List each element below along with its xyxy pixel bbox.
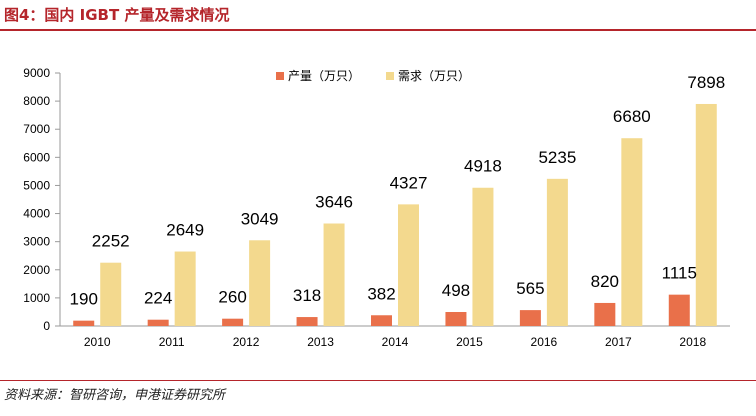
- bar-demand: [546, 178, 568, 326]
- bar-demand: [695, 103, 717, 326]
- data-label-production: 565: [516, 279, 544, 298]
- data-label-demand: 3646: [315, 193, 353, 212]
- data-label-production: 260: [218, 288, 246, 307]
- bar-demand: [398, 204, 419, 326]
- x-tick-label: 2016: [531, 335, 558, 349]
- x-tick-label: 2018: [679, 335, 706, 349]
- bar-demand: [100, 262, 122, 326]
- x-tick-label: 2011: [159, 335, 185, 349]
- legend-label: 产量（万只）: [288, 69, 360, 83]
- data-label-demand: 4918: [464, 157, 502, 176]
- x-tick-label: 2013: [307, 335, 334, 349]
- y-tick-label: 9000: [23, 66, 50, 80]
- bar-chart: 0 1000 2000 3000 4000 5000 6000 7000 8000 9000 20…: [23, 66, 730, 349]
- x-tick-label: 2010: [84, 335, 111, 349]
- bar-demand: [174, 251, 196, 326]
- y-tick-label: 4000: [23, 207, 50, 221]
- bar-demand: [621, 138, 643, 326]
- y-tick-label: 5000: [23, 178, 50, 192]
- bar-production: [147, 319, 169, 326]
- data-label-demand: 5235: [538, 148, 576, 167]
- x-axis: 2010 2011 2012 2013 2014 2015 2016 2017 2018: [60, 325, 730, 349]
- legend-label: 需求（万只）: [398, 69, 470, 83]
- data-label-production: 1115: [662, 264, 697, 283]
- bar-production: [519, 310, 541, 326]
- data-labels: 190 2252 224 2649 260 3049 318 3646 382 4327 498 49…: [70, 73, 726, 309]
- data-label-production: 382: [367, 284, 395, 303]
- y-tick-label: 3000: [23, 235, 50, 249]
- data-label-production: 224: [144, 289, 172, 308]
- y-tick-label: 2000: [23, 263, 50, 277]
- x-tick-label: 2014: [382, 335, 409, 349]
- bar-production: [73, 320, 95, 326]
- bar-production: [371, 315, 392, 326]
- title-rule: [0, 29, 756, 31]
- data-label-production: 318: [293, 286, 321, 305]
- source-note: 资料来源：智研咨询，申港证券研究所: [4, 388, 226, 403]
- y-tick-label: 1000: [23, 291, 50, 305]
- bar-production: [445, 312, 467, 326]
- y-tick-label: 0: [43, 319, 50, 333]
- data-label-demand: 7898: [687, 73, 725, 92]
- y-tick-label: 6000: [23, 150, 50, 164]
- x-tick-label: 2017: [605, 335, 632, 349]
- data-label-demand: 3049: [241, 209, 279, 228]
- data-label-demand: 6680: [613, 107, 651, 126]
- data-label-production: 498: [442, 281, 470, 300]
- bar-production: [594, 302, 616, 326]
- source-rule: [0, 380, 756, 381]
- y-tick-label: 8000: [23, 94, 50, 108]
- legend-swatch: [276, 72, 284, 80]
- bar-series: [73, 103, 717, 326]
- data-label-demand: 2649: [166, 221, 204, 240]
- figure-title: 图4：国内 IGBT 产量及需求情况: [4, 6, 230, 24]
- bar-demand: [249, 240, 271, 326]
- bar-production: [296, 317, 318, 326]
- x-tick-label: 2012: [233, 335, 260, 349]
- bar-production: [222, 318, 244, 326]
- legend-swatch: [386, 72, 394, 80]
- data-label-demand: 4327: [390, 173, 428, 192]
- y-axis: 0 1000 2000 3000 4000 5000 6000 7000 8000 9000: [23, 66, 61, 333]
- legend: 产量（万只） 需求（万只）: [276, 69, 470, 83]
- data-label-production: 820: [591, 272, 619, 291]
- data-label-demand: 2252: [92, 232, 130, 251]
- data-label-production: 190: [70, 290, 98, 309]
- bar-production: [668, 294, 690, 326]
- bar-demand: [323, 223, 345, 326]
- x-tick-label: 2015: [456, 335, 483, 349]
- bar-demand: [472, 187, 494, 326]
- y-tick-label: 7000: [23, 122, 50, 136]
